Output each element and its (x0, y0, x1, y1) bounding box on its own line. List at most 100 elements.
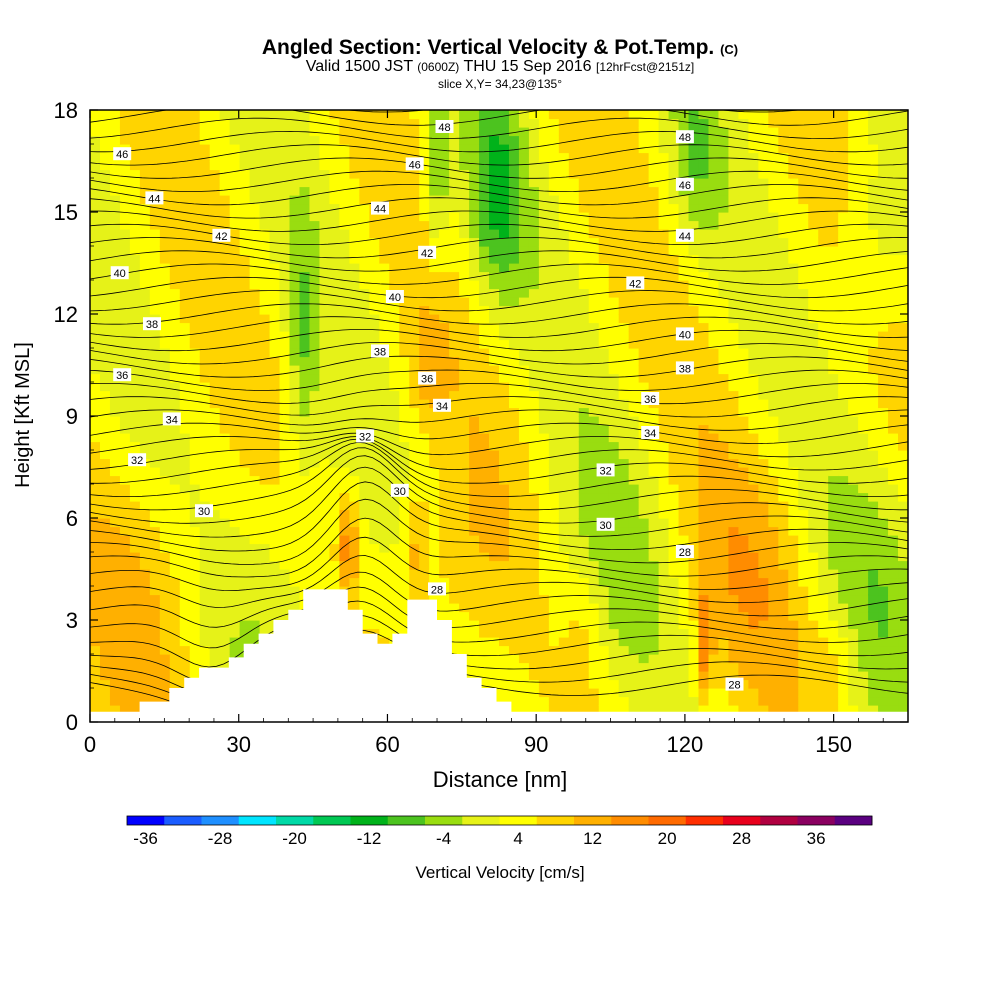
field-cell (229, 195, 241, 205)
field-cell (638, 178, 650, 188)
field-cell (758, 577, 769, 587)
field-cell (718, 348, 730, 358)
field-cell (578, 654, 590, 664)
field-cell (718, 662, 730, 672)
field-cell (99, 254, 111, 264)
field-cell (499, 662, 510, 672)
field-cell (628, 212, 640, 222)
field-cell (499, 696, 510, 706)
field-cell (109, 654, 121, 664)
field-cell (608, 637, 620, 647)
field-cell (239, 382, 251, 392)
field-cell (399, 577, 410, 587)
field-cell (499, 254, 510, 264)
field-cell (319, 169, 331, 179)
field-cell (339, 467, 350, 477)
field-cell (558, 348, 570, 358)
field-cell (708, 399, 720, 409)
field-cell (528, 220, 540, 230)
field-cell (369, 416, 380, 426)
field-cell (159, 611, 171, 621)
field-cell (578, 569, 590, 579)
field-cell (159, 671, 171, 681)
field-cell (508, 475, 520, 485)
field-cell (678, 288, 690, 298)
field-cell (269, 356, 281, 366)
field-cell (718, 339, 730, 349)
field-cell (189, 671, 201, 681)
field-cell (219, 416, 231, 426)
field-cell (728, 161, 740, 171)
field-cell (758, 229, 769, 239)
field-cell (618, 110, 630, 120)
field-cell (419, 433, 430, 443)
field-cell (638, 186, 650, 196)
field-cell (339, 518, 350, 528)
field-cell (209, 356, 221, 366)
field-cell (439, 220, 450, 230)
field-cell (688, 288, 700, 298)
field-cell (189, 144, 201, 154)
field-cell (718, 110, 730, 120)
field-cell (518, 331, 530, 341)
field-cell (189, 373, 201, 383)
field-cell (389, 314, 400, 324)
field-cell (159, 229, 171, 239)
field-cell (359, 271, 370, 281)
field-cell (618, 611, 630, 621)
field-cell (588, 637, 600, 647)
field-cell (558, 135, 570, 145)
field-cell (768, 263, 779, 273)
field-cell (199, 543, 211, 553)
field-cell (409, 475, 420, 485)
field-cell (349, 433, 360, 443)
field-cell (149, 305, 161, 315)
field-cell (309, 365, 321, 375)
field-cell (219, 305, 231, 315)
field-cell (90, 467, 101, 477)
field-cell (269, 161, 281, 171)
field-cell (389, 611, 400, 621)
field-cell (528, 390, 540, 400)
field-cell (648, 331, 660, 341)
field-cell (149, 178, 161, 188)
field-cell (499, 654, 510, 664)
field-cell (479, 373, 490, 383)
field-cell (568, 526, 580, 536)
field-cell (748, 535, 759, 545)
field-cell (209, 203, 221, 213)
field-cell (558, 390, 570, 400)
field-cell (688, 484, 700, 494)
field-cell (499, 314, 510, 324)
field-cell (439, 569, 450, 579)
field-cell (459, 373, 470, 383)
field-cell (389, 195, 400, 205)
field-cell (189, 169, 201, 179)
field-cell (169, 203, 181, 213)
field-cell (638, 288, 650, 298)
field-cell (708, 246, 720, 256)
field-cell (628, 501, 640, 511)
field-cell (479, 203, 490, 213)
field-cell (568, 407, 580, 417)
field-cell (369, 271, 380, 281)
field-cell (528, 441, 540, 451)
field-cell (648, 679, 660, 689)
field-cell (469, 467, 480, 477)
field-cell (339, 424, 350, 434)
field-cell (618, 382, 630, 392)
field-cell (279, 280, 291, 290)
field-cell (688, 705, 700, 715)
field-cell (518, 161, 530, 171)
field-cell (499, 203, 510, 213)
field-cell (598, 322, 610, 332)
field-cell (738, 348, 749, 358)
field-cell (728, 484, 740, 494)
field-cell (648, 339, 660, 349)
field-cell (728, 271, 740, 281)
field-cell (429, 501, 440, 511)
field-cell (738, 577, 749, 587)
field-cell (319, 458, 331, 468)
field-cell (279, 118, 291, 128)
